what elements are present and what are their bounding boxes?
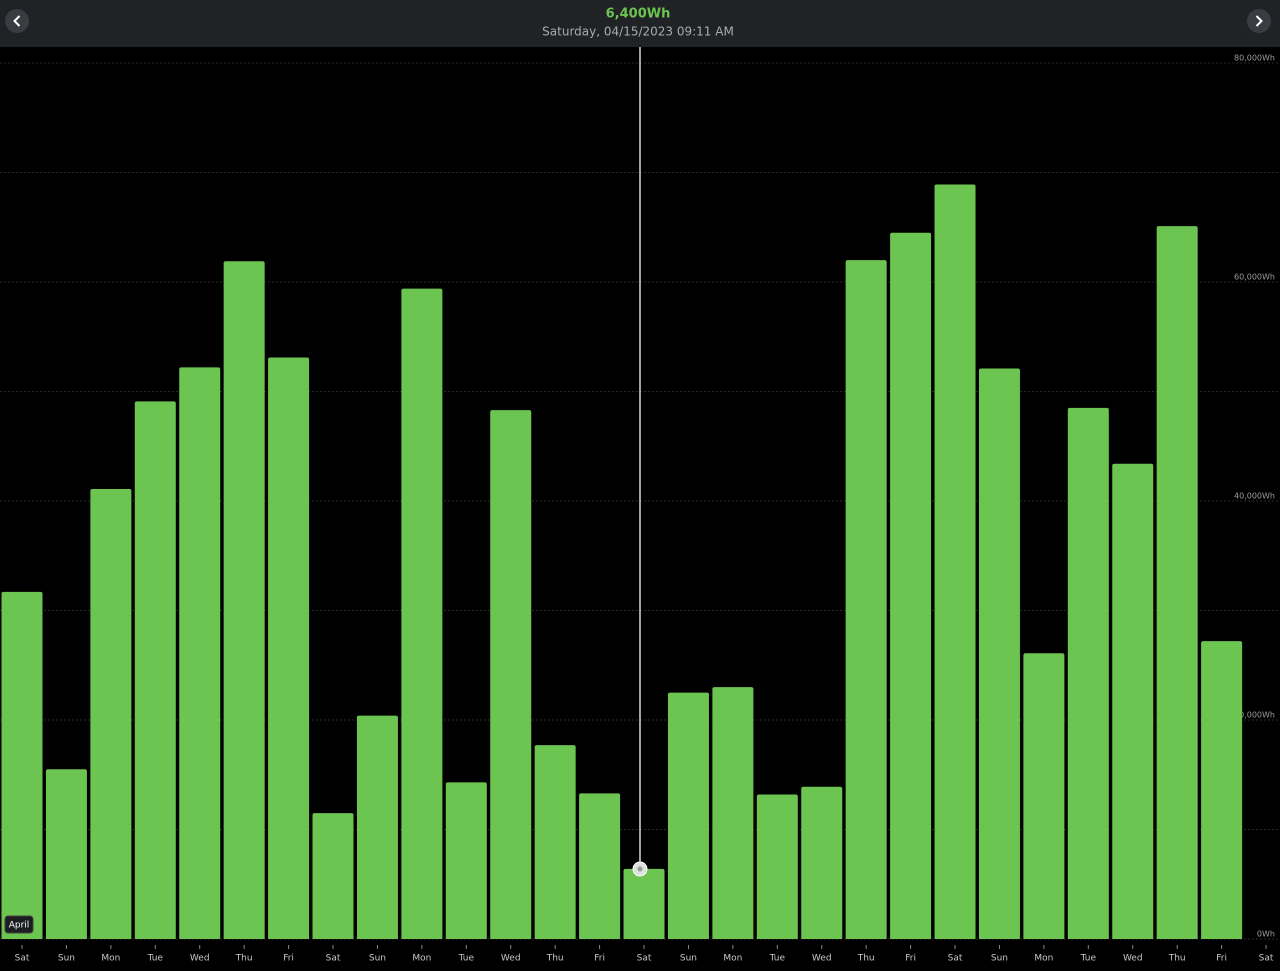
x-tick-label: Wed (501, 954, 521, 964)
x-tick-label: Sat (15, 954, 30, 964)
prev-circle[interactable] (5, 9, 29, 33)
bar (801, 786, 843, 939)
cursor-dot-center (637, 866, 643, 872)
bar (623, 868, 665, 939)
bar (934, 184, 976, 940)
x-tick-label: Thu (235, 954, 253, 964)
x-tick-label: Sun (991, 954, 1008, 964)
bar (134, 401, 176, 940)
bar (312, 813, 354, 939)
bar (1067, 407, 1109, 939)
bar (90, 488, 132, 939)
bar (1201, 641, 1243, 939)
x-tick-label: Wed (812, 954, 832, 964)
y-tick-label: 60,000Wh (1234, 273, 1275, 282)
x-tick-label: Mon (101, 954, 120, 964)
x-tick-label: Fri (283, 954, 294, 964)
header-bar (0, 0, 1280, 47)
y-tick-label: 20,000Wh (1234, 711, 1275, 720)
bar (712, 687, 754, 939)
bar (1156, 226, 1198, 939)
bar (401, 288, 443, 939)
selected-date: Saturday, 04/15/2023 09:11 AM (542, 25, 734, 39)
bar (268, 357, 310, 939)
next-circle[interactable] (1247, 9, 1271, 33)
plot: 0Wh 20,000Wh 40,000Wh 60,000Wh 80,000Wh Sat Su… (0, 54, 1280, 964)
bar (1, 591, 43, 939)
x-tick-label: Mon (1034, 954, 1053, 964)
bar (978, 368, 1020, 939)
bar (356, 715, 398, 939)
y-tick-label: 80,000Wh (1234, 54, 1275, 63)
x-tick-label: Sat (948, 954, 963, 964)
x-tick-label: Tue (147, 954, 164, 964)
x-tick-label: Sun (58, 954, 75, 964)
bar (1112, 463, 1154, 939)
x-tick-label: Sat (326, 954, 341, 964)
x-tick-label: Thu (546, 954, 564, 964)
x-tick-label: Tue (458, 954, 475, 964)
x-tick-label: Mon (412, 954, 431, 964)
x-tick-label: Fri (594, 954, 605, 964)
bar (490, 410, 532, 939)
selected-value: 6,400Wh (606, 7, 671, 22)
x-tick-label: Fri (1216, 954, 1227, 964)
x-tick-label: Fri (905, 954, 916, 964)
x-tick-label: Sun (680, 954, 697, 964)
bar (445, 782, 487, 939)
bar (179, 367, 221, 939)
bar (756, 794, 798, 939)
x-tick-label: Thu (857, 954, 875, 964)
bar (534, 745, 576, 939)
x-tick-label: Tue (1080, 954, 1097, 964)
bar (1023, 653, 1065, 939)
x-tick-label: Wed (1123, 954, 1143, 964)
x-tick-label: Sun (369, 954, 386, 964)
y-tick-label: 0Wh (1257, 930, 1275, 939)
x-tick-label: Wed (190, 954, 210, 964)
bar (579, 793, 621, 939)
bar (845, 260, 887, 940)
bar (223, 261, 265, 939)
x-tick-label: Sat (637, 954, 652, 964)
next-button[interactable] (1247, 9, 1271, 33)
x-tick-label: Mon (723, 954, 742, 964)
bar (667, 692, 709, 939)
x-tick-label: Thu (1168, 954, 1186, 964)
next-chevron[interactable] (1255, 15, 1263, 27)
bar (890, 232, 932, 940)
prev-button[interactable] (5, 9, 29, 33)
x-tick-label: Tue (769, 954, 786, 964)
prev-chevron[interactable] (13, 15, 21, 27)
month-badge-label: April (9, 921, 30, 931)
month-badge (4, 915, 34, 934)
x-tick-label: Sat (1259, 954, 1274, 964)
bar (45, 769, 87, 939)
y-tick-label: 40,000Wh (1234, 492, 1275, 501)
